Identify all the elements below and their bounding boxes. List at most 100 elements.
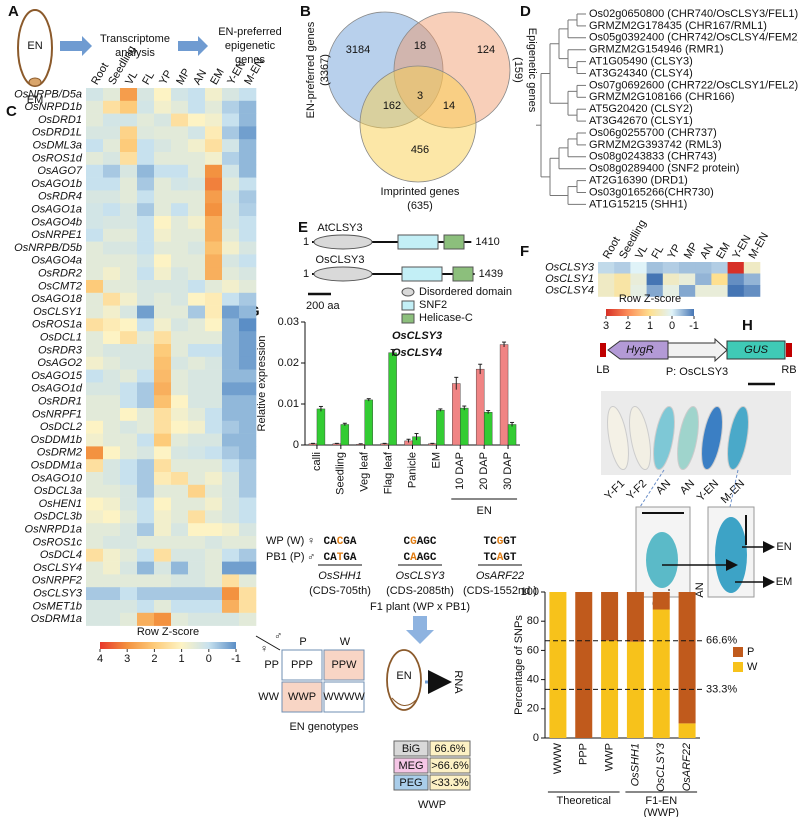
- heatmap-cell: [137, 267, 154, 280]
- bar: [365, 400, 373, 445]
- sequence: CATGA: [323, 552, 356, 564]
- heatmap-cell: [154, 229, 171, 242]
- panel-label: F: [520, 243, 529, 260]
- inset-label: EM: [776, 576, 793, 588]
- heatmap-cell: [222, 587, 239, 600]
- heatmap-cell: [239, 446, 256, 459]
- row-label: OsRDR2: [38, 268, 82, 280]
- heatmap-cell: [188, 216, 205, 229]
- heatmap-cell: [137, 370, 154, 383]
- heatmap-cell: [137, 101, 154, 114]
- heatmap-cell: [120, 254, 137, 267]
- embryo: [29, 78, 41, 86]
- heatmap-cell: [137, 562, 154, 575]
- heatmap-cell: [103, 293, 120, 306]
- heatmap-cell: [205, 498, 222, 511]
- inset-tissue: [646, 532, 678, 588]
- heatmap-cell: [695, 285, 712, 297]
- heatmap-cell: [154, 485, 171, 498]
- base: T: [510, 552, 517, 564]
- heatmap-cell: [103, 203, 120, 216]
- heatmap-cell: [154, 382, 171, 395]
- heatmap-cell: [86, 395, 103, 408]
- row-label: OsNRPD1b: [25, 101, 82, 113]
- heatmap-cell: [222, 88, 239, 101]
- tree-leaf: Os08g0243833 (CHR743): [589, 151, 717, 163]
- row-label: OsAGO18: [31, 293, 83, 305]
- row-label: OsROS1c: [32, 536, 82, 548]
- heatmap-cell: [103, 472, 120, 485]
- heatmap-cell: [103, 280, 120, 293]
- heatmap-cell: [222, 472, 239, 485]
- heatmap-cell: [120, 165, 137, 178]
- base: C: [430, 536, 437, 548]
- bar-segment: [653, 592, 670, 610]
- border-box: [600, 343, 606, 357]
- seed-label: EN: [396, 670, 411, 682]
- heatmap-cell: [239, 587, 256, 600]
- heatmap-cell: [239, 434, 256, 447]
- heatmap-cell: [103, 382, 120, 395]
- heatmap-cell: [188, 152, 205, 165]
- heatmap-cell: [239, 331, 256, 344]
- heatmap-cell: [171, 408, 188, 421]
- heatmap-cell: [103, 434, 120, 447]
- heatmap-cell: [120, 370, 137, 383]
- heatmap-cell: [188, 306, 205, 319]
- heatmap-cell: [120, 382, 137, 395]
- heatmap-cell: [120, 357, 137, 370]
- heatmap-cell: [137, 574, 154, 587]
- row-label: OsNRPB/D5b: [14, 242, 82, 254]
- row-label: OsDRM1a: [31, 613, 82, 625]
- heatmap-cell: [86, 306, 103, 319]
- heatmap-cell: [188, 370, 205, 383]
- heatmap-cell: [137, 382, 154, 395]
- tree-leaf: Os03g0165266(CHR730): [589, 186, 714, 198]
- y-tick-label: 0.02: [278, 357, 299, 369]
- venn-count: 456: [411, 144, 429, 156]
- heatmap-cell: [171, 293, 188, 306]
- heatmap-cell: [171, 421, 188, 434]
- disordered-domain: [314, 235, 372, 249]
- class-rule: 66.6%: [434, 743, 465, 755]
- gene-name: OsCLSY3: [396, 570, 446, 582]
- heatmap-cell: [239, 242, 256, 255]
- heatmap-cell: [222, 331, 239, 344]
- heatmap-cell: [205, 408, 222, 421]
- row-label: OsMET1b: [32, 600, 82, 612]
- x-tick-label: Panicle: [406, 452, 418, 488]
- heatmap-cell: [154, 459, 171, 472]
- row-label: OsDRD1: [38, 114, 82, 126]
- heatmap-cell: [120, 318, 137, 331]
- heatmap-cell: [205, 114, 222, 127]
- legend-text: SNF2: [419, 299, 447, 311]
- sequence: TCAGT: [483, 552, 516, 564]
- x-tick-label: OsCLSY3: [655, 742, 667, 792]
- x-tick-label: OsARF22: [681, 743, 693, 791]
- heatmap-cell: [728, 262, 745, 274]
- heatmap-cell: [728, 274, 745, 286]
- heatmap-cell: [137, 344, 154, 357]
- heatmap-cell: [679, 262, 696, 274]
- colorbar-tick-label: 1: [179, 653, 185, 665]
- y-axis-label: Relative expression: [256, 336, 268, 432]
- residue-start: 1: [303, 268, 309, 280]
- heatmap-cell: [171, 318, 188, 331]
- heatmap-cell: [103, 600, 120, 613]
- class-name: PEG: [399, 777, 422, 789]
- heatmap-cell: [239, 382, 256, 395]
- bar: [508, 425, 516, 446]
- colorbar: [100, 642, 236, 649]
- heatmap-cell: [188, 331, 205, 344]
- y-tick-label: 40: [527, 674, 539, 686]
- heatmap-cell: [171, 536, 188, 549]
- heatmap-cell: [222, 344, 239, 357]
- heatmap-cell: [222, 216, 239, 229]
- heatmap-cell: [188, 446, 205, 459]
- heatmap-cell: [188, 562, 205, 575]
- heatmap-cell: [222, 139, 239, 152]
- heatmap-cell: [711, 274, 728, 286]
- heatmap-cell: [679, 274, 696, 286]
- flow-arrow: [178, 36, 208, 56]
- heatmap-cell: [205, 254, 222, 267]
